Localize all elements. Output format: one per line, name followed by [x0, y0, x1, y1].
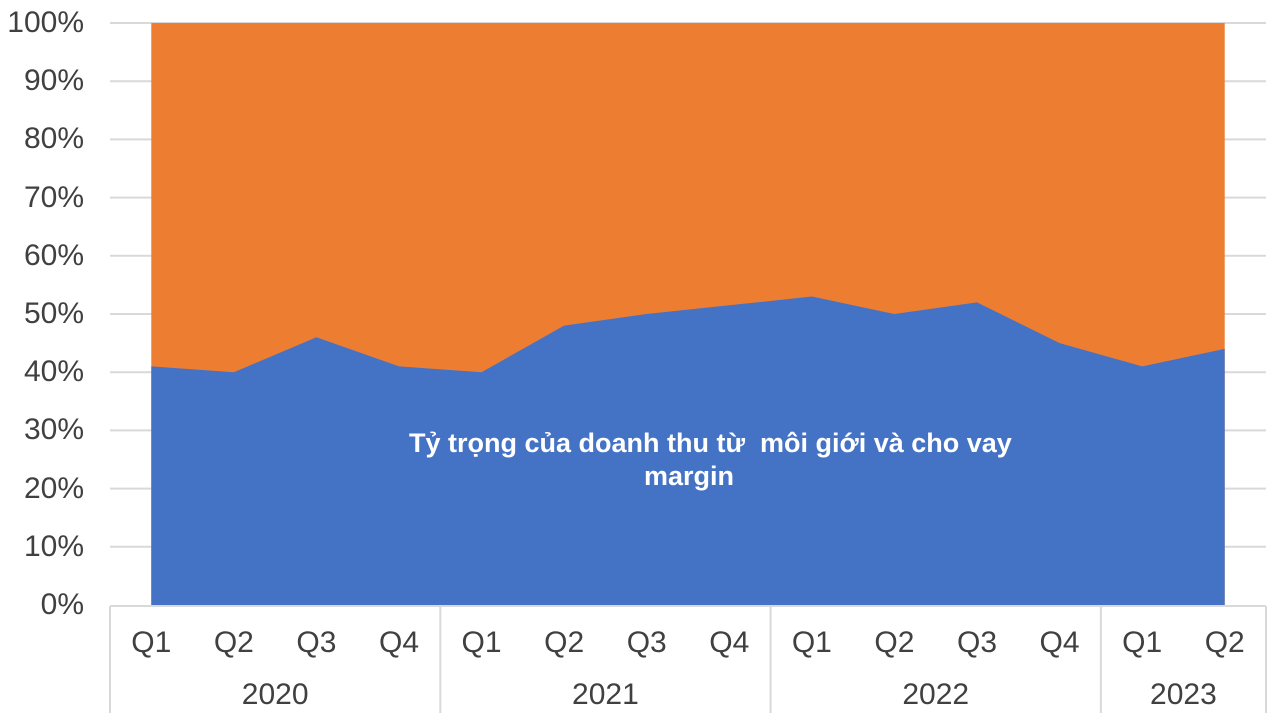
y-axis-tick-label: 50%	[23, 297, 84, 330]
x-axis-quarter-label: Q2	[874, 626, 915, 659]
y-axis-tick-label: 100%	[7, 6, 84, 39]
x-axis-year-label: 2021	[572, 678, 639, 711]
x-axis-year-label: 2022	[902, 678, 970, 711]
series-label-line-1: Tỷ trọng của doanh thu từ môi giới và ch…	[409, 428, 1012, 458]
x-axis-quarter-label: Q4	[709, 626, 750, 659]
x-axis-year-label: 2020	[241, 678, 309, 711]
x-axis-quarter-label: Q2	[213, 626, 254, 659]
blue-area-series	[151, 296, 1225, 605]
x-axis-quarter-label: Q3	[296, 626, 337, 659]
y-axis-tick-label: 60%	[23, 238, 84, 272]
x-axis-quarter-label: Q1	[1122, 626, 1163, 659]
x-axis-quarter-label: Q1	[131, 626, 172, 659]
x-axis-quarter-label: Q3	[626, 626, 667, 659]
y-axis-tick-label: 80%	[23, 122, 84, 156]
y-axis-tick-label: 90%	[23, 64, 84, 98]
y-axis-tick-label: 20%	[23, 471, 84, 505]
y-axis-tick-label: 40%	[23, 355, 84, 389]
y-axis-tick-label: 10%	[23, 529, 84, 563]
x-axis-quarter-label: Q3	[956, 626, 998, 659]
x-axis-quarter-label: Q1	[461, 626, 502, 659]
y-axis-tick-label: 30%	[23, 413, 84, 447]
y-axis-tick-label: 0%	[40, 588, 84, 621]
x-axis-quarter-label: Q4	[1039, 626, 1080, 659]
x-axis-quarter-label: Q4	[378, 626, 420, 659]
series-label-line-2: margin	[643, 461, 735, 491]
series-data-label: Tỷ trọng của doanh thu từ môi giới và ch…	[409, 427, 1012, 493]
x-axis-quarter-label: Q2	[1204, 626, 1245, 659]
y-axis-tick-label: 70%	[23, 180, 84, 214]
x-axis-quarter-label: Q1	[791, 626, 832, 659]
x-axis-quarter-label: Q2	[544, 626, 585, 659]
x-axis-year-label: 2023	[1150, 678, 1217, 711]
